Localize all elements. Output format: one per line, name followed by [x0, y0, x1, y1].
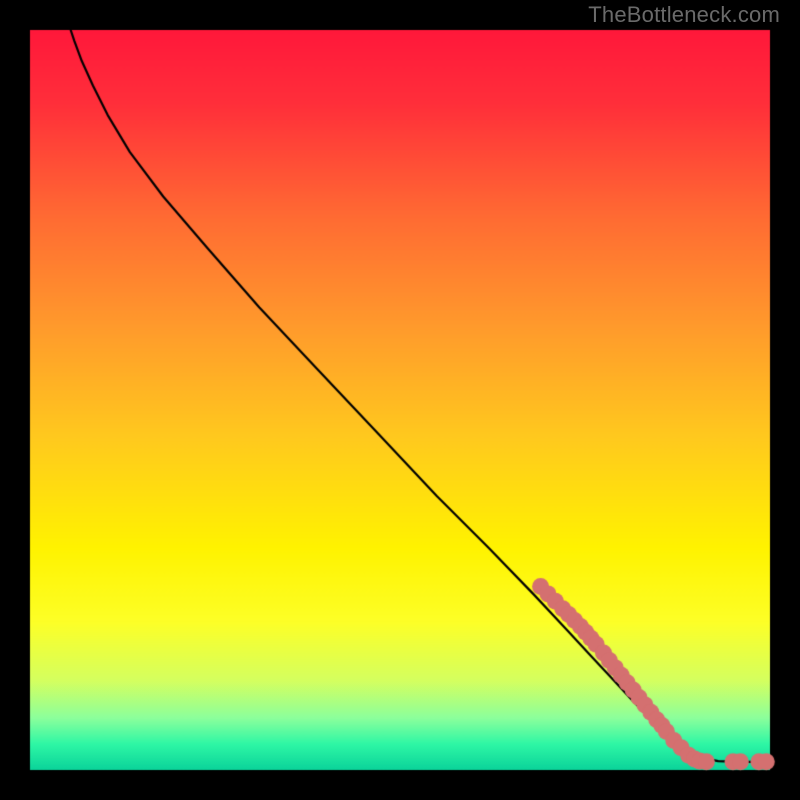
chart-stage: TheBottleneck.com	[0, 0, 800, 800]
bottleneck-curve-chart	[0, 0, 800, 800]
watermark-label: TheBottleneck.com	[588, 2, 780, 28]
